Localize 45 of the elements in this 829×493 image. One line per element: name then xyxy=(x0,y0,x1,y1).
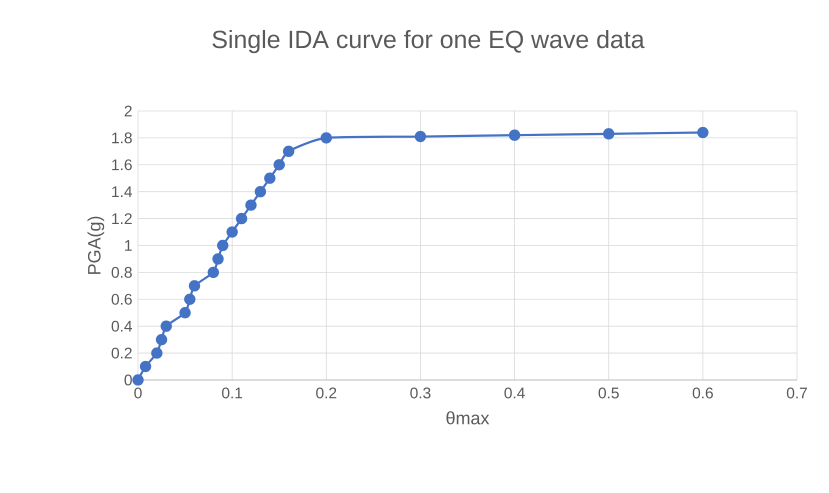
point xyxy=(320,132,332,144)
point xyxy=(156,334,168,346)
point xyxy=(151,347,163,359)
point xyxy=(236,212,248,224)
x-tick-label: 0.2 xyxy=(316,388,336,398)
x-tick-label: 0.3 xyxy=(410,388,430,398)
point xyxy=(264,172,276,184)
x-tick-label: 0.1 xyxy=(222,388,242,398)
y-tick-label: 0.4 xyxy=(112,320,132,332)
y-tick-label: 2 xyxy=(124,106,132,116)
point xyxy=(697,126,709,138)
y-tick-label: 0.6 xyxy=(112,294,132,305)
point xyxy=(208,266,219,278)
x-axis-title: θmax xyxy=(446,411,490,424)
y-tick-label: 1.4 xyxy=(112,186,132,197)
point xyxy=(140,360,152,372)
chart-title: Single IDA curve for one EQ wave data xyxy=(212,30,645,54)
x-tick-label: 0 xyxy=(134,388,142,398)
y-axis-title: PGA(g) xyxy=(87,216,104,274)
point xyxy=(217,240,228,252)
point xyxy=(274,159,285,170)
point xyxy=(508,130,520,141)
x-tick-label: 0.7 xyxy=(786,388,807,398)
point xyxy=(212,253,224,265)
point xyxy=(188,280,200,292)
x-tick-label: 0.6 xyxy=(692,388,713,398)
point xyxy=(184,294,196,305)
y-tick-label: 1.8 xyxy=(112,132,132,144)
point xyxy=(132,374,144,386)
x-tick-label: 0.4 xyxy=(504,388,525,398)
point xyxy=(254,186,266,198)
y-tick-label: 0.8 xyxy=(112,266,132,278)
point xyxy=(603,128,614,140)
y-tick-label: 0 xyxy=(124,374,132,386)
point xyxy=(414,130,426,142)
y-tick-label: 1.6 xyxy=(112,159,132,170)
point xyxy=(160,320,172,332)
y-tick-label: 1 xyxy=(125,240,132,251)
point xyxy=(245,199,257,211)
x-tick-label: 0.5 xyxy=(598,388,619,398)
point xyxy=(179,307,191,318)
y-tick-label: 0.2 xyxy=(112,348,132,359)
y-tick-label: 1.2 xyxy=(112,213,132,224)
point xyxy=(226,226,238,238)
point xyxy=(282,146,294,158)
